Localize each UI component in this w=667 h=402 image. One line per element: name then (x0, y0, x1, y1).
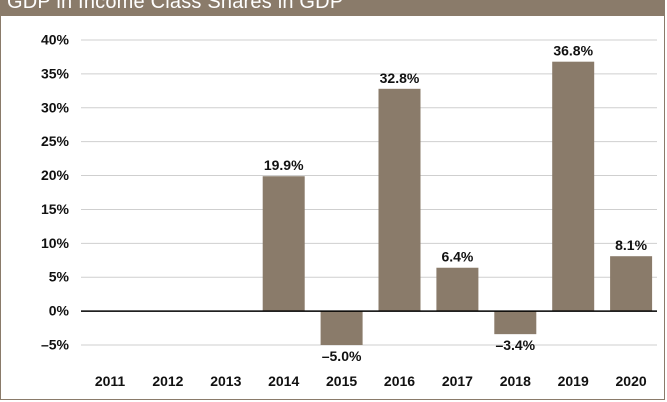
x-tick-label: 2011 (95, 373, 126, 389)
x-tick-label: 2017 (442, 373, 473, 389)
bar-2015 (320, 311, 363, 345)
x-tick-label: 2015 (326, 373, 357, 389)
y-tick-label: 10% (41, 235, 70, 251)
y-tick-label: 5% (49, 269, 70, 285)
y-tick-label: 20% (41, 167, 70, 183)
x-tick-label: 2019 (558, 373, 589, 389)
bar-2016 (378, 88, 421, 312)
bar-2014 (262, 176, 305, 312)
data-label-2020: 8.1% (615, 237, 647, 253)
x-tick-label: 2018 (500, 373, 531, 389)
y-tick-label: 35% (41, 65, 70, 81)
y-tick-label: 0% (49, 303, 70, 319)
bars-layer (262, 61, 653, 345)
y-tick-label: 25% (41, 133, 70, 149)
x-axis-labels: 2011 2012 2013 2014 2015 2016 2017 2018 2019 2020 (95, 373, 647, 389)
x-tick-label: 2012 (152, 373, 183, 389)
y-tick-label: 40% (41, 32, 70, 48)
data-label-2014: 19.9% (264, 157, 304, 173)
data-label-2017: 6.4% (441, 249, 473, 265)
data-labels: 19.9% –5.0% 32.8% 6.4% –3.4% 36.8% 8.1% (264, 43, 648, 364)
y-tick-label: 30% (41, 99, 70, 115)
y-tick-label: –5% (41, 337, 70, 353)
bar-2017 (436, 267, 479, 312)
x-tick-label: 2014 (268, 373, 299, 389)
data-label-2019: 36.8% (553, 43, 593, 59)
bar-2019 (552, 61, 595, 312)
bar-2018 (494, 311, 537, 335)
y-axis-labels: 40% 35% 30% 25% 20% 15% 10% 5% 0% –5% (41, 32, 70, 353)
data-label-2015: –5.0% (322, 348, 362, 364)
chart-title-bar: GDP in Income Class Shares in GDP (1, 0, 664, 16)
x-tick-label: 2016 (384, 373, 415, 389)
data-label-2016: 32.8% (380, 70, 420, 86)
bar-2020 (610, 256, 653, 312)
data-label-2018: –3.4% (495, 337, 535, 353)
x-tick-label: 2020 (616, 373, 647, 389)
x-tick-label: 2013 (210, 373, 241, 389)
chart-title: GDP in Income Class Shares in GDP (7, 0, 344, 13)
y-tick-label: 15% (41, 201, 70, 217)
